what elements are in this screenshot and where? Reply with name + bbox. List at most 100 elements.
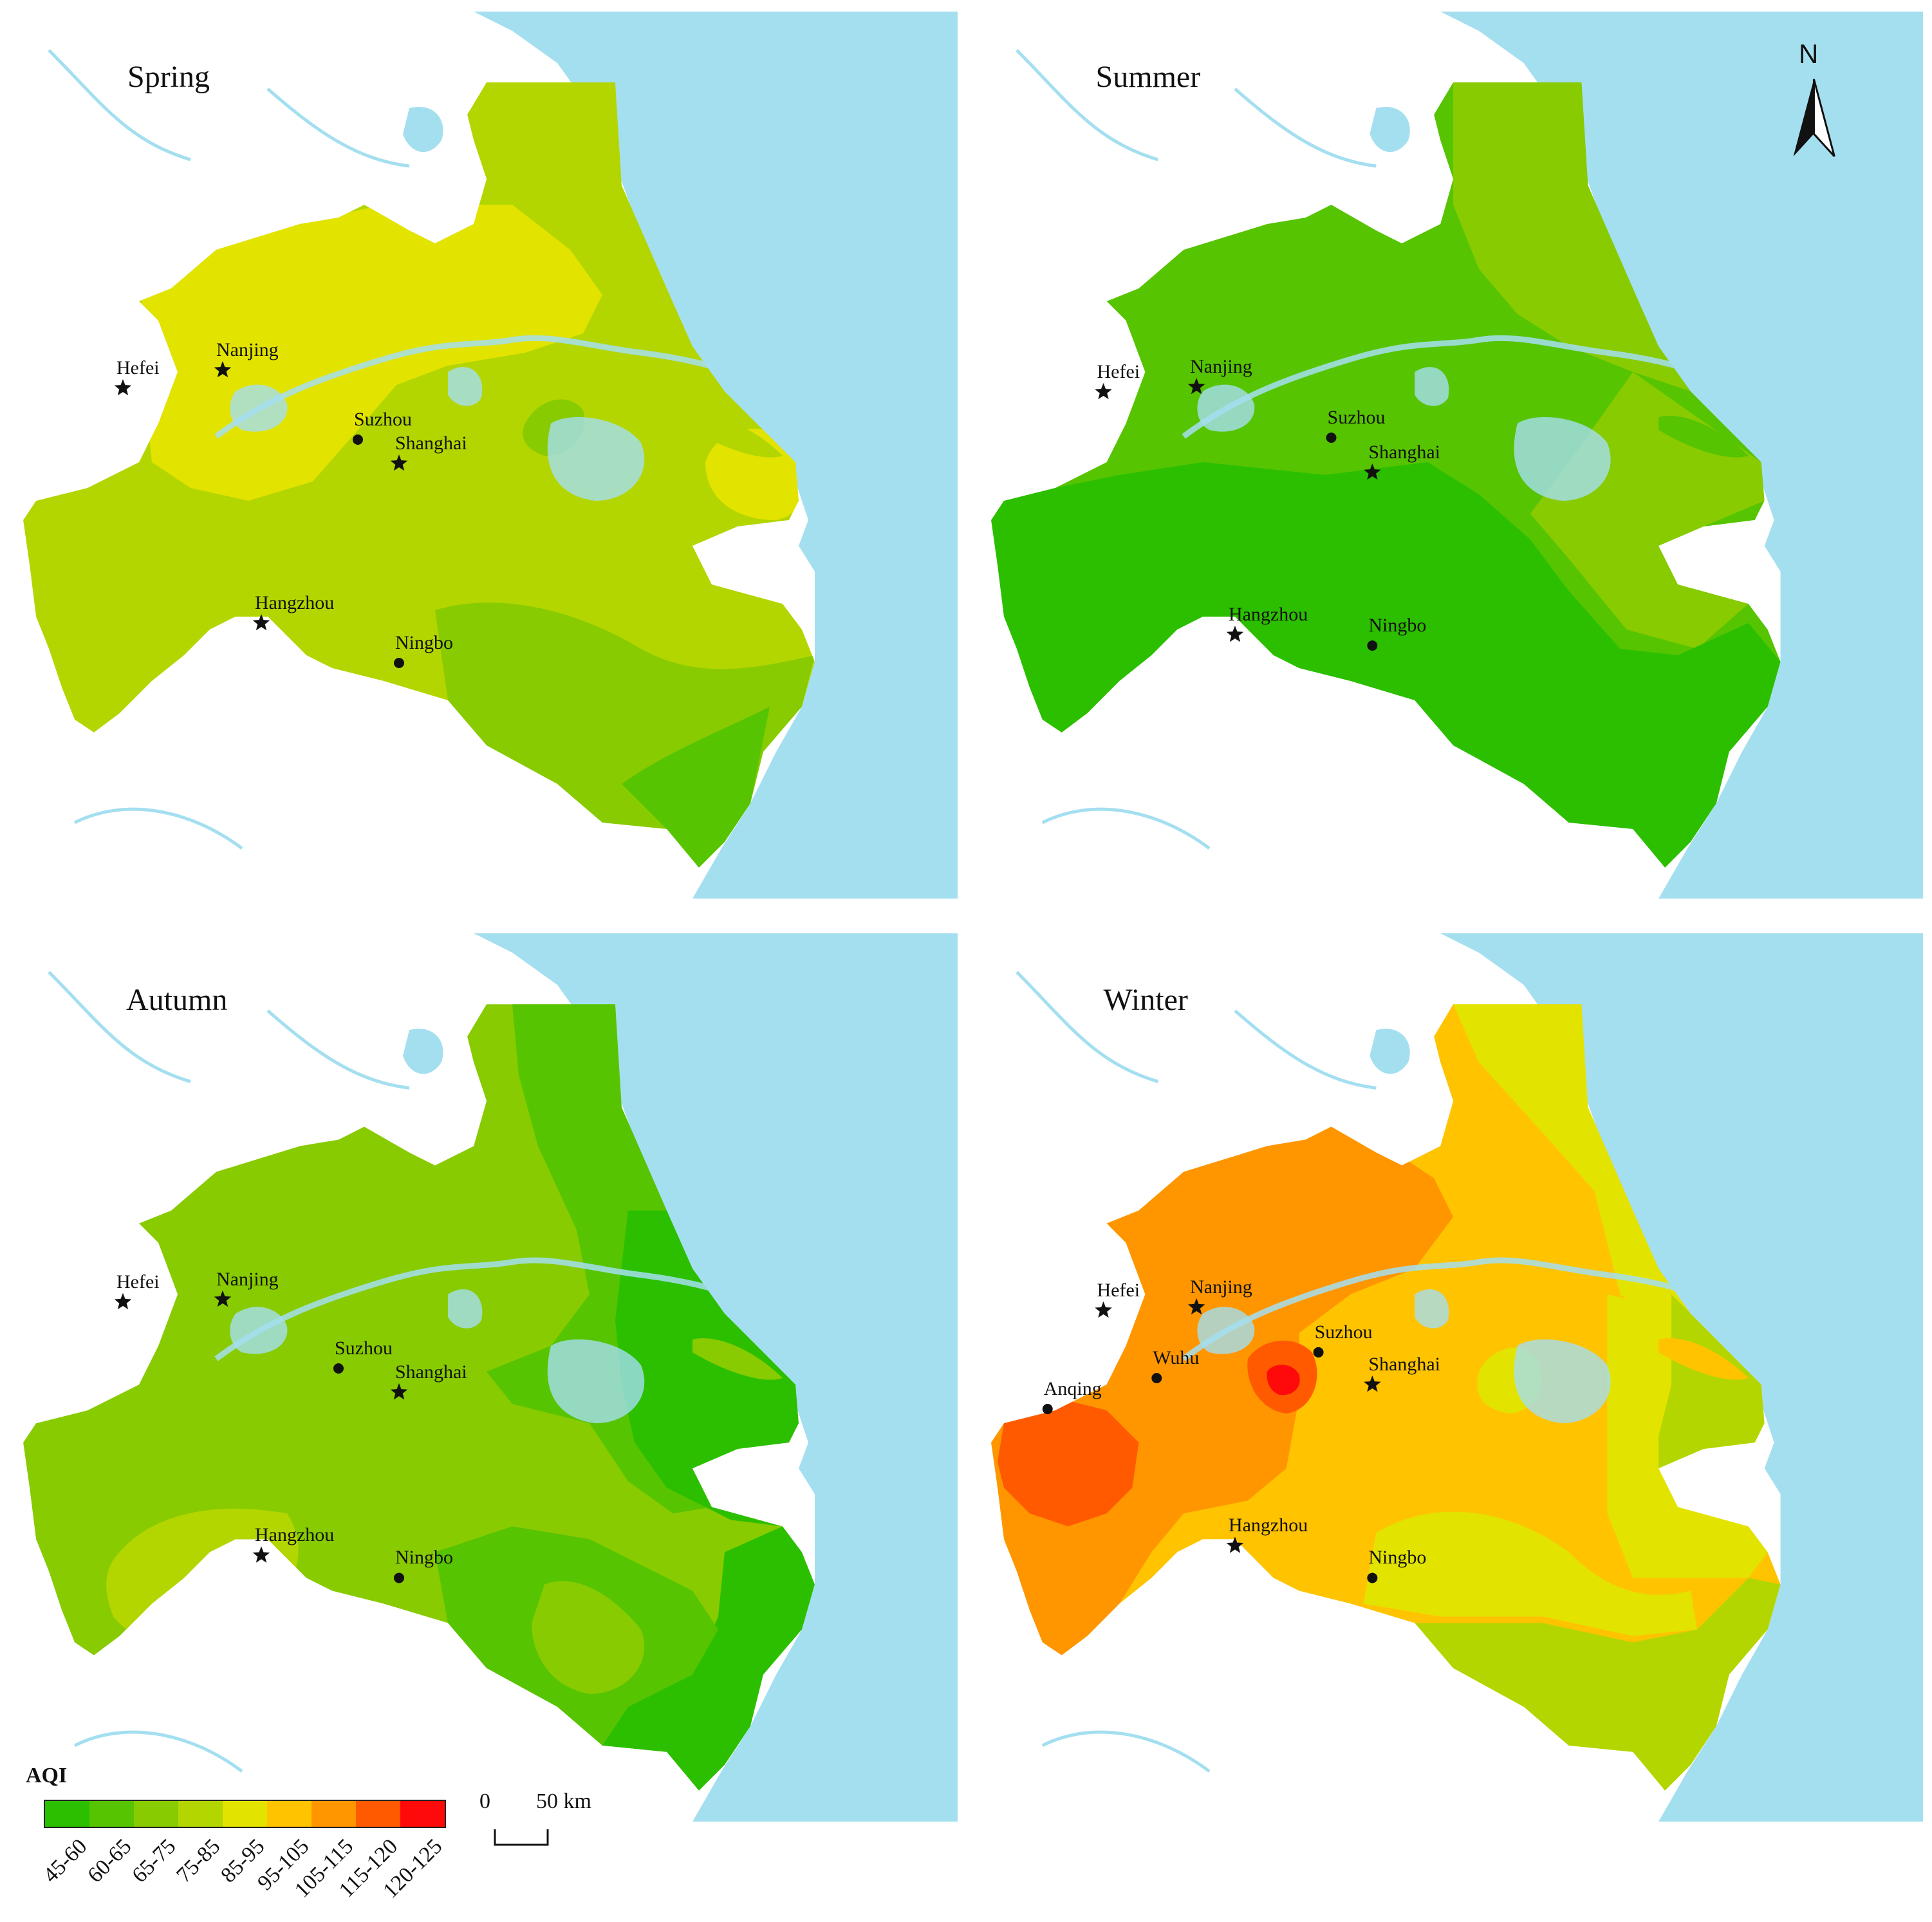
legend-color-bar	[44, 1800, 446, 1828]
city-label: Hangzhou	[255, 1524, 335, 1546]
city-label: Nanjing	[216, 1268, 279, 1290]
background-lake	[1370, 1029, 1410, 1074]
city-label: Nanjing	[216, 339, 279, 360]
capital-star-icon	[390, 1383, 408, 1400]
city-label: Ningbo	[1368, 615, 1427, 636]
capital-star-icon	[1226, 1536, 1244, 1553]
chongming-island	[1658, 416, 1749, 458]
season-title: Spring	[127, 60, 210, 94]
legend-tick-label: 60-65	[82, 1834, 136, 1888]
sea-area	[1440, 12, 1923, 899]
aqi-zone	[991, 1126, 1454, 1656]
lake	[1197, 384, 1255, 432]
lake	[1415, 367, 1449, 406]
lake	[1197, 1307, 1255, 1354]
capital-star-icon	[252, 1546, 270, 1563]
autumn-map-panel: Autumn Hefei Nanjing Suzhou Shanghai Hangzhou…	[23, 933, 958, 1822]
aqi-zone	[1658, 1294, 1765, 1469]
yangtze-river	[214, 335, 797, 439]
chongming-island	[692, 416, 783, 458]
capital-star-icon	[252, 614, 270, 631]
summer-map-panel: Summer Hefei Nanjing Suzhou Shanghai Hangzhou…	[991, 12, 1923, 899]
scale-bar-length: 50 km	[536, 1789, 591, 1813]
capital-star-icon	[114, 379, 132, 396]
aqi-zone	[532, 1581, 645, 1694]
city-label: Shanghai	[1368, 442, 1441, 463]
city-label: Suzhou	[335, 1337, 393, 1359]
lake	[230, 384, 288, 432]
capital-star-icon	[1364, 463, 1381, 480]
lake	[1514, 1339, 1611, 1424]
city-dot-icon	[394, 658, 404, 668]
legend-swatch	[45, 1801, 89, 1827]
yangtze-river	[214, 1257, 797, 1361]
spring-map-panel: Spring Hefei Nanjing Suzhou Shanghai Hangzhou…	[23, 12, 958, 899]
capital-star-icon	[1095, 1301, 1112, 1318]
city-label: Shanghai	[1368, 1354, 1441, 1376]
city-dot-icon	[333, 1363, 344, 1374]
background-river	[1234, 88, 1377, 168]
background-river	[1016, 49, 1159, 162]
north-arrow-label: N	[1799, 39, 1819, 69]
lake	[230, 1307, 288, 1354]
city-label: Hangzhou	[255, 592, 335, 613]
capital-star-icon	[1187, 378, 1205, 395]
legend-swatch	[178, 1801, 223, 1827]
city-label: Hangzhou	[1228, 604, 1308, 625]
aqi-zones	[991, 82, 1781, 868]
aqi-zone	[1363, 1511, 1697, 1636]
aqi-zone	[1267, 1365, 1300, 1395]
city-dot-icon	[394, 1572, 404, 1583]
legend-swatch	[89, 1801, 134, 1827]
city-label: Ningbo	[395, 632, 453, 653]
city-label: Hefei	[116, 1271, 160, 1292]
capital-star-icon	[214, 361, 232, 378]
chongming-island	[692, 1338, 783, 1380]
background-river	[1234, 1009, 1377, 1090]
aqi-zone	[705, 428, 806, 520]
city-dot-icon	[353, 434, 363, 445]
city-label: Shanghai	[395, 1361, 467, 1383]
city-label: Nanjing	[1190, 1276, 1252, 1298]
legend-title: AQI	[26, 1764, 68, 1787]
aqi-zones	[991, 1004, 1781, 1791]
city-label: Nanjing	[1190, 356, 1252, 377]
aqi-legend: AQI 45-60 60-65 65-75 75-85 85-95 95-105 105-1…	[26, 1764, 489, 1918]
background-river	[266, 88, 410, 168]
background-river	[73, 1730, 243, 1773]
sea-area	[1440, 933, 1923, 1822]
city-label: Suzhou	[354, 409, 412, 430]
yangtze-river	[1182, 1257, 1763, 1361]
city-dot-icon	[1151, 1372, 1162, 1384]
background-river	[1041, 807, 1211, 850]
city-label: Hefei	[1097, 361, 1140, 382]
legend-swatch	[400, 1801, 445, 1827]
scale-bar-line	[494, 1829, 549, 1846]
aqi-zone	[1453, 82, 1691, 391]
city-dot-icon	[1313, 1347, 1324, 1358]
map-canvas	[23, 933, 958, 1822]
background-river	[1041, 1730, 1211, 1773]
season-title: Autumn	[126, 983, 228, 1018]
legend-swatch	[134, 1801, 178, 1827]
city-label: Hefei	[116, 357, 160, 378]
map-canvas	[23, 12, 958, 899]
city-label: Shanghai	[395, 433, 467, 454]
background-lake	[403, 107, 443, 153]
capital-star-icon	[390, 454, 408, 471]
background-lake	[1370, 107, 1410, 153]
city-label: Anqing	[1043, 1378, 1102, 1400]
chongming-island	[1658, 1338, 1749, 1380]
city-label: Ningbo	[1368, 1547, 1427, 1569]
capital-star-icon	[114, 1292, 132, 1310]
scale-bar-zero: 0	[479, 1789, 490, 1813]
background-river	[73, 807, 243, 850]
aqi-zone	[622, 707, 770, 868]
capital-star-icon	[1364, 1375, 1381, 1392]
map-canvas	[991, 933, 1923, 1822]
city-dot-icon	[1367, 640, 1378, 651]
lake	[448, 1289, 483, 1329]
city-label: Hangzhou	[1228, 1515, 1308, 1536]
legend-tick-label: 45-60	[38, 1834, 92, 1888]
lake	[448, 367, 483, 406]
